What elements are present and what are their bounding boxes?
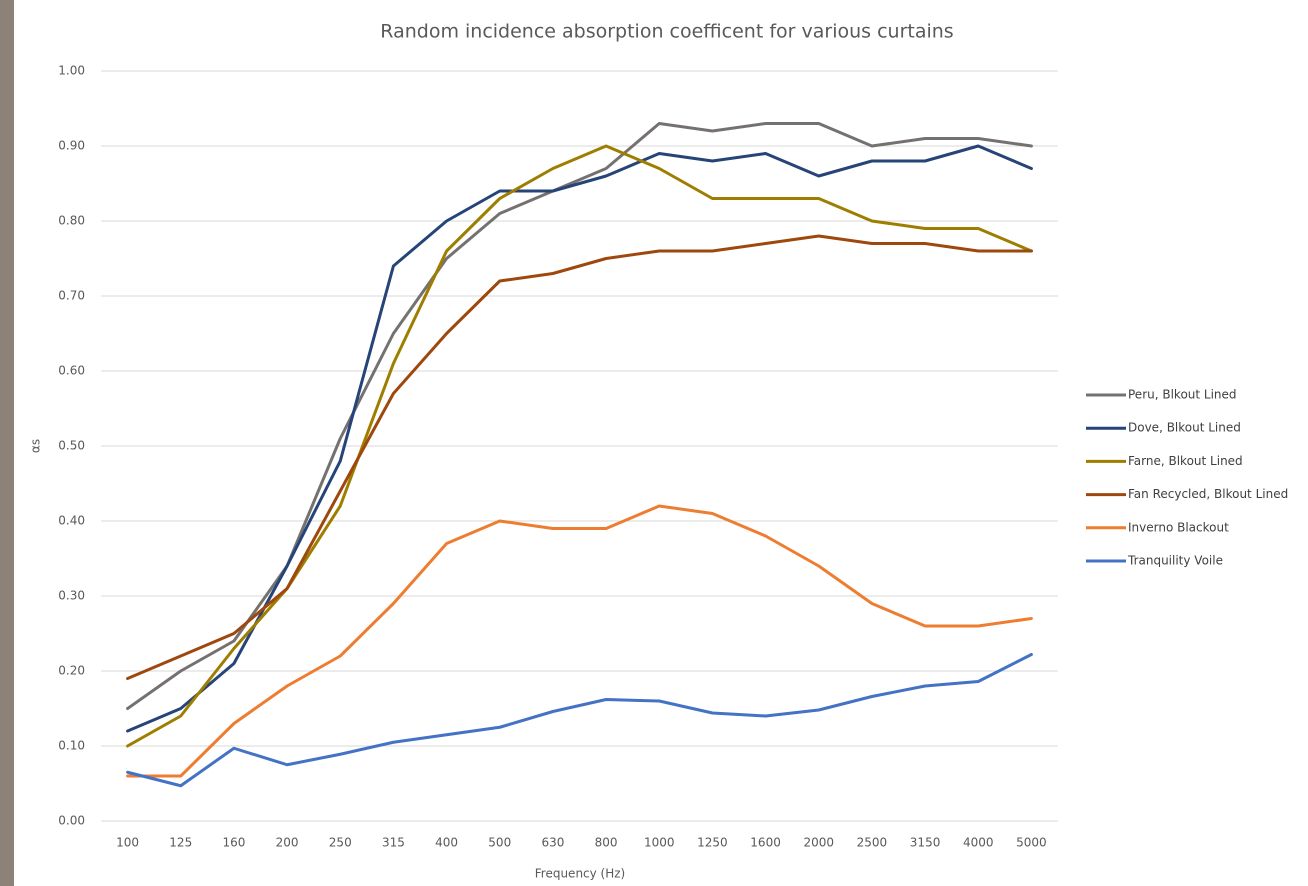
series-line	[126, 504, 1033, 778]
x-tick-label: 125	[169, 836, 192, 850]
x-tick-label: 400	[435, 836, 458, 850]
y-tick-label: 0.20	[58, 664, 85, 678]
chart-title: Random incidence absorption coefficent f…	[380, 21, 953, 43]
y-tick-label: 0.30	[58, 589, 85, 603]
y-tick-label: 0.90	[58, 139, 85, 153]
x-tick-label: 2500	[857, 836, 888, 850]
x-tick-label: 100	[116, 836, 139, 850]
x-tick-label: 2000	[803, 836, 834, 850]
x-tick-label: 3150	[910, 836, 941, 850]
x-tick-label: 500	[488, 836, 511, 850]
y-tick-label: 0.80	[58, 214, 85, 228]
chart-area	[14, 0, 1308, 886]
x-tick-label: 1600	[750, 836, 781, 850]
legend-label: Peru, Blkout Lined	[1128, 388, 1237, 402]
x-tick-label: 5000	[1016, 836, 1047, 850]
legend-label: Fan Recycled, Blkout Lined	[1128, 487, 1288, 501]
x-tick-label: 250	[329, 836, 352, 850]
legend-label: Farne, Blkout Lined	[1128, 454, 1243, 468]
series-line	[126, 234, 1033, 680]
x-tick-label: 4000	[963, 836, 994, 850]
y-tick-label: 0.10	[58, 739, 85, 753]
series-line	[126, 122, 1033, 710]
x-axis-label: Frequency (Hz)	[535, 867, 626, 881]
y-axis-label: αs	[29, 439, 43, 453]
x-tick-label: 1250	[697, 836, 728, 850]
y-tick-label: 0.70	[58, 289, 85, 303]
series-line	[126, 144, 1033, 748]
legend-label: Tranquility Voile	[1127, 554, 1223, 568]
y-tick-label: 0.00	[58, 814, 85, 828]
y-tick-label: 0.40	[58, 514, 85, 528]
y-tick-label: 0.60	[58, 364, 85, 378]
x-tick-label: 200	[276, 836, 299, 850]
x-tick-label: 160	[222, 836, 245, 850]
legend-label: Inverno Blackout	[1128, 520, 1229, 534]
series-line	[126, 144, 1033, 733]
x-tick-label: 800	[595, 836, 618, 850]
x-tick-label: 315	[382, 836, 405, 850]
x-tick-label: 630	[541, 836, 564, 850]
series-line	[126, 653, 1033, 788]
legend-label: Dove, Blkout Lined	[1128, 421, 1241, 435]
y-tick-label: 0.50	[58, 439, 85, 453]
x-tick-label: 1000	[644, 836, 675, 850]
y-tick-label: 1.00	[58, 64, 85, 78]
